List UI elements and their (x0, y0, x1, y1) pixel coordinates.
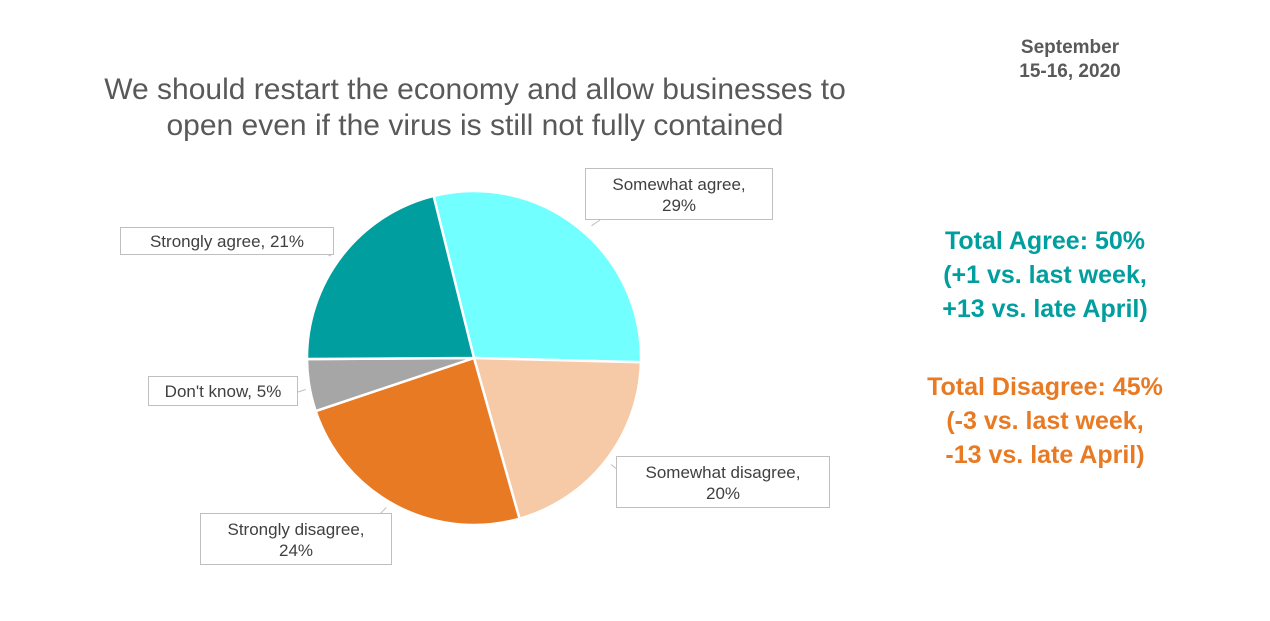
survey-date: September 15-16, 2020 (985, 36, 1155, 84)
leader-line-strongly-disagree (379, 507, 387, 515)
data-label-dont-know: Don't know, 5% (148, 376, 298, 406)
survey-date-line-1: September (1020, 37, 1120, 58)
total-disagree-line-1: Total Disagree: 45% (927, 373, 1163, 401)
data-label-strongly-agree: Strongly agree, 21% (120, 227, 334, 255)
total-agree-line-3: +13 vs. late April) (942, 295, 1148, 323)
data-label-somewhat-disagree: Somewhat disagree, 20% (616, 456, 830, 508)
pie-slices (305, 189, 643, 527)
leader-line-somewhat-agree (591, 219, 601, 227)
pie-slice-somewhat-agree (432, 189, 643, 364)
data-label-dont-know-line-1: Don't know, 5% (164, 382, 282, 401)
chart-title: We should restart the economy and allow … (60, 72, 890, 144)
data-label-strongly-agree-line-1: Strongly agree, 21% (149, 232, 305, 251)
pie-slice-somewhat-disagree (472, 356, 643, 521)
data-label-somewhat-agree-line-2: 29% (661, 196, 697, 215)
total-agree-line-2: (+1 vs. last week, (943, 261, 1147, 289)
data-label-strongly-disagree: Strongly disagree, 24% (200, 513, 392, 565)
data-label-somewhat-disagree-line-2: 20% (705, 484, 741, 503)
chart-title-line-2: open even if the virus is still not full… (166, 109, 784, 142)
total-disagree-summary: Total Disagree: 45% (-3 vs. last week, -… (880, 370, 1210, 472)
survey-date-line-2: 15-16, 2020 (1019, 61, 1121, 82)
data-label-strongly-disagree-line-2: 24% (278, 541, 314, 560)
data-label-somewhat-agree: Somewhat agree, 29% (585, 168, 773, 220)
data-label-somewhat-disagree-line-1: Somewhat disagree, (645, 463, 801, 482)
total-agree-summary: Total Agree: 50% (+1 vs. last week, +13 … (880, 224, 1210, 326)
leader-line-don-t-know (297, 389, 306, 393)
data-label-somewhat-agree-line-1: Somewhat agree, (612, 175, 746, 194)
chart-title-line-1: We should restart the economy and allow … (104, 73, 846, 106)
total-disagree-line-2: (-3 vs. last week, (946, 407, 1144, 435)
pie-slice-strongly-disagree (314, 356, 522, 527)
total-agree-line-1: Total Agree: 50% (944, 227, 1146, 255)
pie-slice-strongly-agree (305, 194, 476, 361)
total-disagree-line-3: -13 vs. late April) (945, 441, 1145, 469)
data-label-strongly-disagree-line-1: Strongly disagree, (227, 520, 365, 539)
